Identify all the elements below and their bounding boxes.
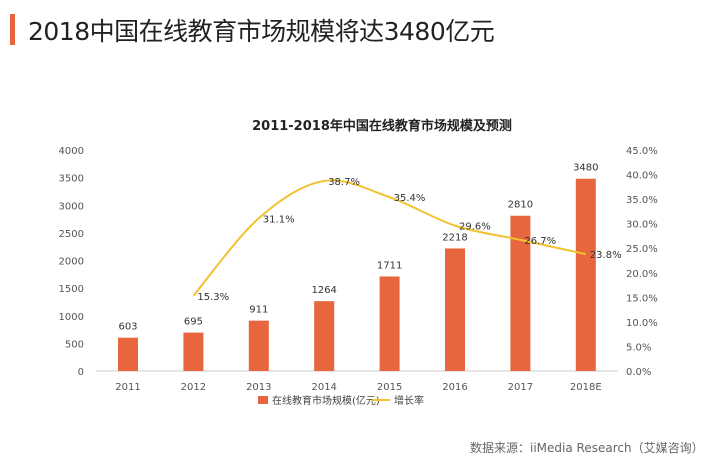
bar <box>248 320 269 371</box>
legend-bar-label: 在线教育市场规模(亿元) <box>272 394 380 407</box>
right-axis-tick: 10.0% <box>626 318 658 329</box>
x-axis-tick: 2016 <box>442 382 467 393</box>
header-accent-bar <box>10 14 15 45</box>
chart-title: 2011-2018年中国在线教育市场规模及预测 <box>252 118 512 134</box>
x-axis-tick: 2011 <box>115 382 140 393</box>
x-axis-tick: 2014 <box>311 382 336 393</box>
line-label: 23.8% <box>590 250 622 261</box>
left-axis-tick: 3000 <box>59 201 84 212</box>
right-axis-tick: 5.0% <box>626 342 651 353</box>
x-axis-tick: 2017 <box>508 382 533 393</box>
bar-label: 911 <box>249 305 268 316</box>
line-label: 15.3% <box>197 292 229 303</box>
bar-label: 695 <box>184 317 203 328</box>
bar-label: 3480 <box>573 163 598 174</box>
line-label: 26.7% <box>524 236 556 247</box>
bar <box>510 215 531 371</box>
left-axis-tick: 500 <box>65 339 84 350</box>
left-axis-tick: 4000 <box>59 146 84 157</box>
data-source: 数据来源：iiMedia Research（艾媒咨询） <box>470 441 704 455</box>
line-label: 31.1% <box>263 214 295 225</box>
left-axis-tick: 0 <box>78 367 84 378</box>
right-axis-tick: 30.0% <box>626 220 658 231</box>
left-axis-tick: 2500 <box>59 229 84 240</box>
bar <box>575 178 596 371</box>
growth-rate-line <box>192 179 587 297</box>
left-axis-tick: 1000 <box>59 312 84 323</box>
x-axis-tick: 2015 <box>377 382 402 393</box>
left-axis-tick: 1500 <box>59 284 84 295</box>
x-axis-tick: 2013 <box>246 382 271 393</box>
right-axis-tick: 0.0% <box>626 367 651 378</box>
bar-label: 603 <box>118 322 137 333</box>
right-axis-tick: 25.0% <box>626 244 658 255</box>
bar <box>314 301 335 371</box>
bar-label: 1711 <box>377 260 402 271</box>
bar-label: 2218 <box>442 232 467 243</box>
page-title: 2018中国在线教育市场规模将达3480亿元 <box>28 17 495 46</box>
right-axis-tick: 40.0% <box>626 171 658 182</box>
legend-line-label: 增长率 <box>394 394 424 407</box>
x-axis-tick: 2012 <box>181 382 206 393</box>
bar-label: 1264 <box>311 285 336 296</box>
right-axis-tick: 35.0% <box>626 195 658 206</box>
left-axis-tick: 3500 <box>59 174 84 185</box>
bar <box>379 276 400 371</box>
right-axis-tick: 15.0% <box>626 293 658 304</box>
legend-bar-swatch <box>258 396 268 404</box>
right-axis-tick: 20.0% <box>626 269 658 280</box>
bar <box>183 332 204 371</box>
bar-label: 2810 <box>508 200 533 211</box>
line-label: 38.7% <box>328 177 360 188</box>
bar <box>118 337 138 371</box>
right-axis-tick: 45.0% <box>626 146 658 157</box>
line-label: 29.6% <box>459 222 491 233</box>
bar <box>445 248 465 371</box>
line-label: 35.4% <box>394 193 426 204</box>
left-axis-tick: 2000 <box>59 257 84 268</box>
x-axis-tick: 2018E <box>570 382 602 393</box>
